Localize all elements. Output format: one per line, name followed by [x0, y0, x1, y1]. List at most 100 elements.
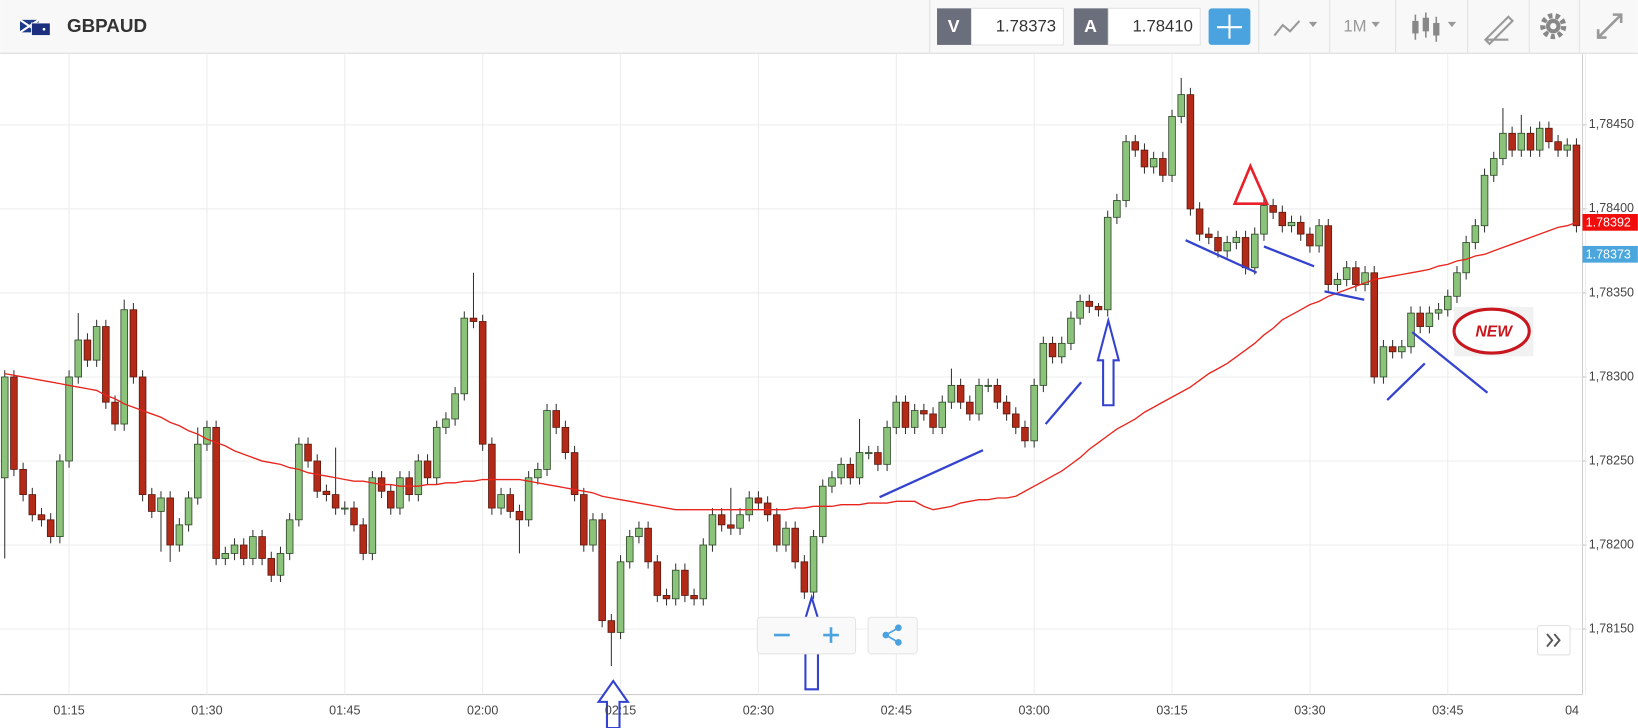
buy-price-box[interactable] [1107, 7, 1201, 46]
indicators-button[interactable] [1273, 20, 1318, 37]
candle-body [1122, 141, 1130, 201]
candle-body [1563, 144, 1572, 151]
candle-body [984, 384, 992, 387]
candle-body [1379, 346, 1388, 378]
candle-body [791, 527, 799, 563]
candle-body [83, 339, 92, 361]
candle-body [1076, 300, 1084, 319]
x-tick-label: 02:45 [881, 704, 912, 718]
candle-body [322, 490, 331, 496]
scroll-end-button[interactable] [1537, 625, 1571, 656]
header-bar [0, 0, 1638, 54]
candle-body [129, 309, 138, 378]
candle-body [1425, 312, 1434, 327]
trend-line [1411, 331, 1489, 394]
candle-body [1113, 200, 1121, 218]
candle-body [543, 410, 551, 470]
zoom-in[interactable] [823, 627, 839, 643]
candle-body [892, 401, 901, 428]
draw-button[interactable] [1483, 15, 1515, 46]
y-tick-label: 1,78150 [1589, 621, 1634, 635]
x-tick-label: 02:00 [467, 704, 498, 718]
x-tick-label: 01:15 [53, 704, 84, 718]
settings-button[interactable] [1540, 13, 1567, 40]
candle-body [938, 401, 947, 428]
y-tick-label: 1,78300 [1589, 369, 1634, 383]
candle-body [1002, 401, 1011, 415]
candle-body [1370, 272, 1379, 378]
x-tick-label: 03:45 [1432, 704, 1463, 718]
candle-body [102, 326, 110, 403]
candle-body [1159, 158, 1167, 176]
chart-type-button[interactable] [1412, 12, 1457, 42]
candle-body [1361, 272, 1369, 285]
candle-body [883, 426, 891, 465]
y-tick-label: 1,78200 [1589, 537, 1634, 551]
candle-body [1103, 216, 1112, 311]
sticker-text: NEW [1475, 323, 1513, 340]
candle-body [1287, 221, 1296, 227]
share-button[interactable] [867, 616, 918, 655]
candle-body [414, 460, 423, 496]
header: GBPAUD V 1.78373 A 1.78410 1M [0, 0, 1638, 54]
candle-body [1168, 116, 1176, 176]
x-tick-label: 01:45 [329, 704, 360, 718]
candle-body [662, 595, 671, 600]
candle-body [929, 413, 937, 428]
candle-body [1480, 174, 1489, 227]
candle-body [1250, 233, 1259, 269]
candle-body [285, 519, 294, 554]
candle-body [1434, 309, 1443, 314]
symbol[interactable]: GBPAUD [67, 15, 147, 36]
candle-body [1021, 426, 1029, 442]
candle-body [515, 510, 524, 521]
x-tick-label: 01:30 [191, 704, 222, 718]
candle-body [396, 477, 404, 509]
candle-body [1572, 144, 1581, 227]
flag [19, 18, 51, 36]
zoom-box [756, 616, 857, 655]
candle-body [580, 494, 588, 546]
candle-body [1039, 342, 1048, 386]
trend-annotations [879, 239, 1489, 499]
candle-body [295, 443, 303, 521]
buy-box[interactable] [1073, 8, 1109, 45]
candle-body [74, 339, 83, 378]
y-tick-label: 1,78350 [1589, 285, 1634, 299]
candle-body [506, 494, 515, 512]
candle-body [1085, 300, 1094, 307]
candle-body [1232, 237, 1241, 243]
candle-body [1057, 342, 1066, 358]
candle-body [901, 401, 910, 428]
candle-body [1489, 158, 1498, 176]
candle-body [598, 519, 606, 622]
candle-body [920, 410, 928, 415]
candle-body [589, 519, 597, 546]
candle-body [212, 426, 220, 559]
candle-body [1462, 242, 1470, 274]
candle-body [230, 544, 239, 554]
sell-box[interactable] [937, 8, 972, 45]
candle-body [1195, 208, 1204, 235]
candle-body [708, 514, 717, 546]
dropdown-caret [1308, 21, 1318, 28]
candle-body [910, 410, 919, 428]
candle-body [846, 463, 855, 479]
candle-body [148, 494, 156, 512]
fullscreen-button[interactable] [1596, 13, 1623, 39]
x-tick-label: 04 [1565, 704, 1579, 718]
timeframe[interactable]: 1M [1343, 17, 1366, 36]
candle-body [552, 410, 560, 428]
candle-body [157, 497, 165, 512]
moving-average [4, 221, 1577, 511]
trend-line [1044, 381, 1083, 425]
candle-body [1545, 127, 1553, 143]
candle-body [1407, 312, 1415, 348]
candle-body [699, 544, 708, 600]
candle-body [956, 384, 965, 403]
sell-price-box[interactable] [970, 7, 1064, 46]
buy-label: A [1084, 16, 1097, 36]
plot [0, 77, 1581, 667]
candle-body [267, 558, 276, 576]
